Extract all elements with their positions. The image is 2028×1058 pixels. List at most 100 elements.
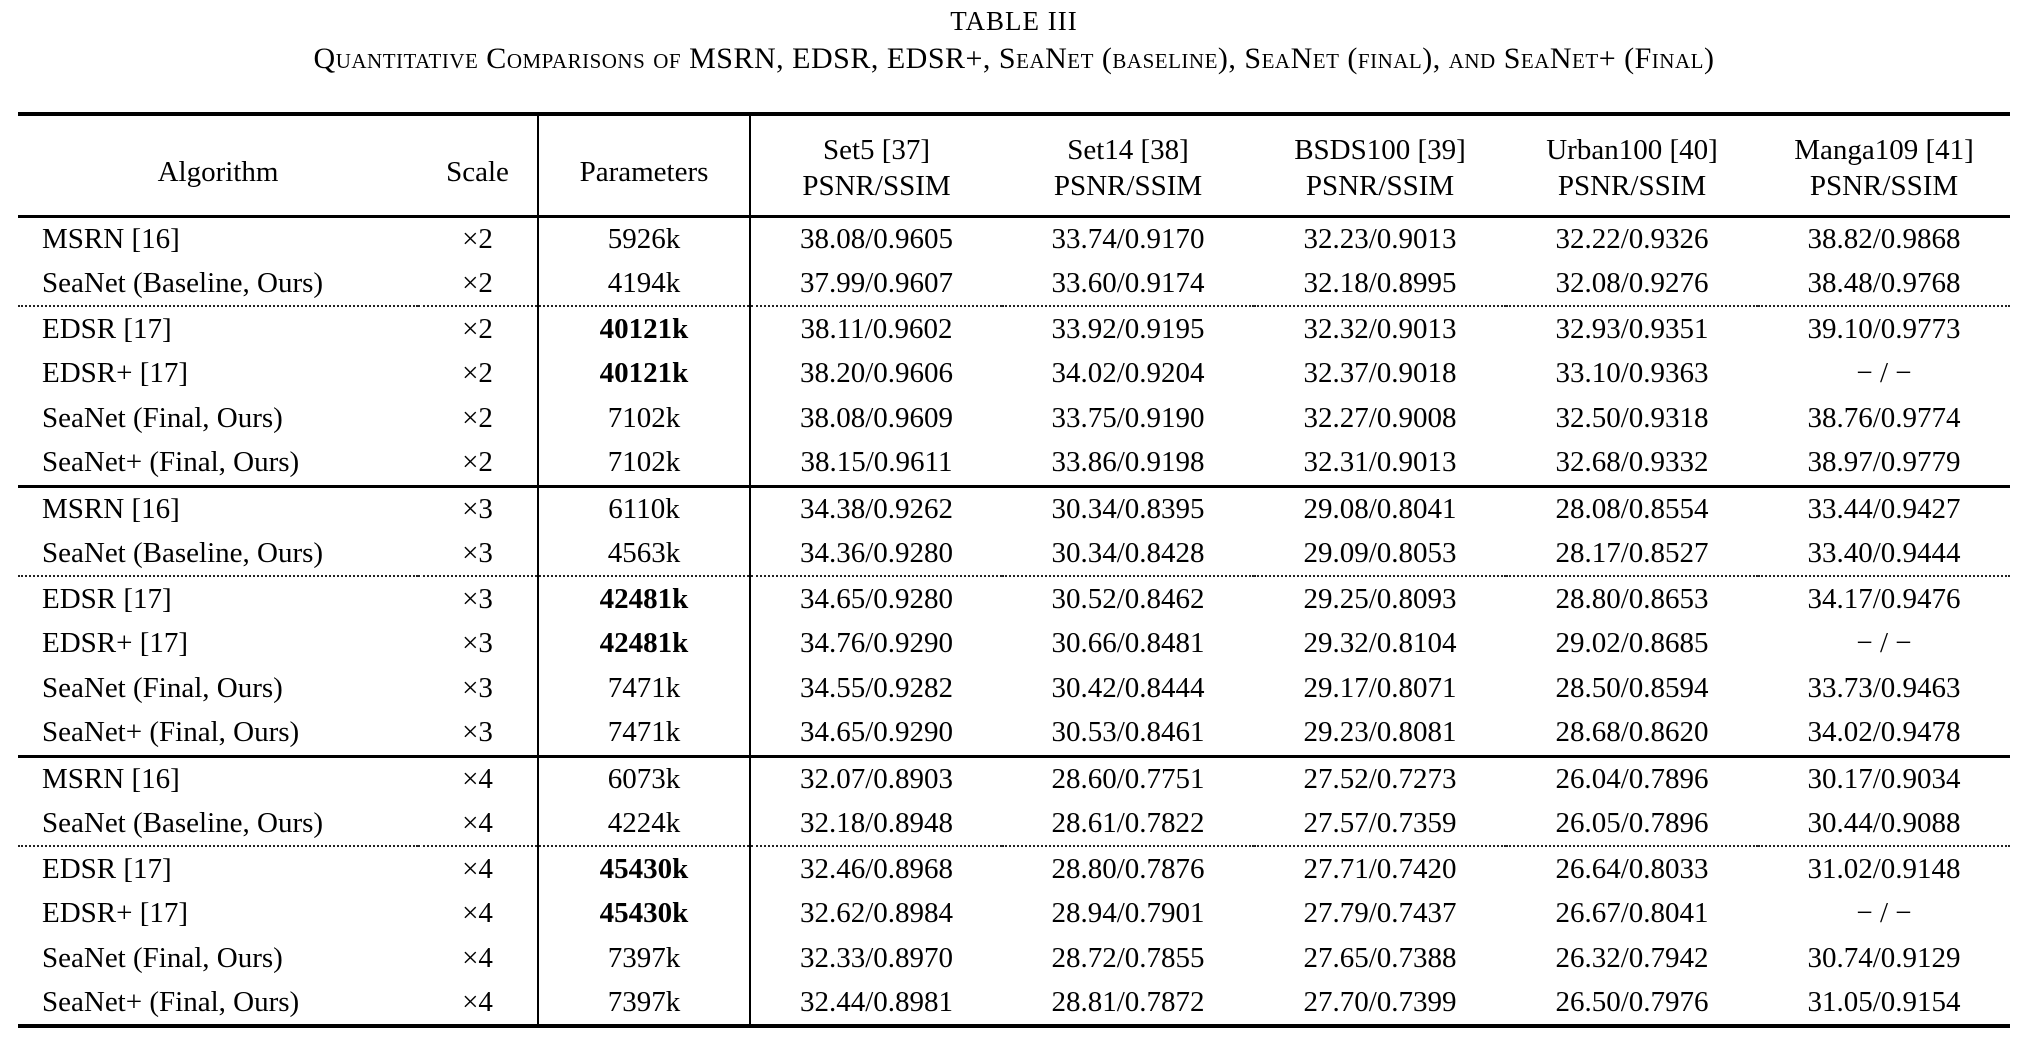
metric-cell: 34.65/0.9280 bbox=[749, 575, 1002, 621]
metric-cell: 26.04/0.7896 bbox=[1506, 754, 1758, 801]
metric-cell: 32.23/0.9013 bbox=[1254, 214, 1506, 261]
metric-cell: 38.08/0.9609 bbox=[749, 396, 1002, 441]
algorithm-cell: EDSR+ [17] bbox=[42, 897, 189, 929]
metric-cell: 31.05/0.9154 bbox=[1807, 986, 1961, 1018]
metric-cell: 34.17/0.9476 bbox=[1758, 575, 2010, 621]
column-header-scale: Scale bbox=[446, 155, 509, 188]
metric-cell: 26.64/0.8033 bbox=[1506, 845, 1758, 891]
scale-cell: ×2 bbox=[462, 357, 493, 389]
column-header-urban100: Urban100 [40] bbox=[1546, 133, 1718, 166]
metric-cell: 27.57/0.7359 bbox=[1303, 806, 1457, 839]
metric-cell: 34.65/0.9290 bbox=[749, 711, 1002, 756]
algorithm-cell: SeaNet+ (Final, Ours) bbox=[42, 446, 300, 479]
metric-cell: 30.17/0.9034 bbox=[1758, 754, 2010, 801]
parameters-cell: 7102k bbox=[537, 396, 750, 441]
algorithm-cell: EDSR [17] bbox=[18, 305, 418, 351]
metric-cell: − / − bbox=[1856, 627, 1912, 659]
metric-cell: 34.76/0.9290 bbox=[749, 621, 1002, 666]
table-number: TABLE III bbox=[950, 6, 1078, 36]
table-row: EDSR [17] ×3 42481k 34.65/0.9280 30.52/0.846… bbox=[18, 575, 2010, 621]
algorithm-cell: EDSR+ [17] bbox=[42, 627, 189, 659]
metric-cell: 29.32/0.8104 bbox=[1303, 627, 1457, 659]
metric-cell: 29.17/0.8071 bbox=[1303, 672, 1457, 704]
metric-cell: 38.11/0.9602 bbox=[749, 305, 1002, 351]
table-row: MSRN [16] ×4 6073k 32.07/0.8903 28.60/0.7751… bbox=[18, 754, 2010, 801]
metric-cell: 29.25/0.8093 bbox=[1254, 575, 1506, 621]
table-row: SeaNet (Final, Ours) ×4 7397k 32.33/0.8970 2… bbox=[18, 936, 2010, 981]
parameters-cell: 6110k bbox=[537, 484, 750, 531]
table-header: Algorithm Scale Parameters Set5 [37] Set… bbox=[18, 114, 2010, 216]
metric-cell: 28.60/0.7751 bbox=[1002, 754, 1254, 801]
scale-cell: ×2 bbox=[418, 305, 538, 351]
table-row: MSRN [16] ×3 6110k 34.38/0.9262 30.34/0.8395… bbox=[18, 484, 2010, 531]
parameters-cell: 7397k bbox=[537, 936, 750, 981]
algorithm-cell: SeaNet (Final, Ours) bbox=[42, 942, 283, 974]
metric-cell: 30.34/0.8428 bbox=[1051, 536, 1205, 569]
algorithm-cell: EDSR+ [17] bbox=[42, 357, 189, 389]
algorithm-cell: MSRN [16] bbox=[18, 754, 418, 801]
algorithm-cell: SeaNet (Baseline, Ours) bbox=[42, 266, 324, 299]
metric-cell: 33.73/0.9463 bbox=[1807, 672, 1961, 704]
parameters-cell: 4224k bbox=[537, 801, 750, 846]
scale-cell: ×3 bbox=[462, 627, 493, 659]
metric-cell: 28.72/0.7855 bbox=[1051, 942, 1205, 974]
parameters-cell: 45430k bbox=[537, 845, 750, 891]
scale-cell: ×4 bbox=[418, 845, 538, 891]
metric-cell: 32.93/0.9351 bbox=[1506, 305, 1758, 351]
metric-cell: 33.86/0.9198 bbox=[1051, 446, 1205, 479]
algorithm-cell: EDSR [17] bbox=[18, 845, 418, 891]
table-row: SeaNet+ (Final, Ours) ×4 7397k 32.44/0.8981… bbox=[18, 981, 2010, 1026]
metric-cell: 38.76/0.9774 bbox=[1807, 402, 1961, 434]
scale-cell: ×4 bbox=[462, 897, 493, 929]
metric-header-manga109: PSNR/SSIM bbox=[1809, 170, 1959, 202]
algorithm-cell: SeaNet (Baseline, Ours) bbox=[42, 806, 324, 839]
scale-cell: ×3 bbox=[418, 484, 538, 531]
table-row: EDSR+ [17] ×4 45430k 32.62/0.8984 28.94/0.79… bbox=[18, 891, 2010, 936]
metric-cell: 33.44/0.9427 bbox=[1758, 484, 2010, 531]
comparison-table: Algorithm Scale Parameters Set5 [37] Set… bbox=[18, 112, 2010, 1028]
algorithm-cell: MSRN [16] bbox=[18, 484, 418, 531]
metric-cell: 29.02/0.8685 bbox=[1555, 627, 1709, 659]
parameters-cell: 5926k bbox=[537, 214, 750, 261]
parameters-cell: 7471k bbox=[537, 666, 750, 711]
scale-cell: ×3 bbox=[462, 716, 493, 749]
algorithm-cell: EDSR [17] bbox=[18, 575, 418, 621]
metric-header-set5: PSNR/SSIM bbox=[749, 170, 1002, 216]
metric-cell: 30.52/0.8462 bbox=[1002, 575, 1254, 621]
parameters-cell: 40121k bbox=[537, 305, 750, 351]
metric-cell: 31.02/0.9148 bbox=[1758, 845, 2010, 891]
table-row: SeaNet (Baseline, Ours) ×3 4563k 34.36/0.92… bbox=[18, 531, 2010, 576]
metric-cell: 29.08/0.8041 bbox=[1254, 484, 1506, 531]
scale-cell: ×4 bbox=[462, 942, 493, 974]
algorithm-cell: SeaNet (Final, Ours) bbox=[42, 672, 283, 704]
table-body: MSRN [16] ×2 5926k 38.08/0.9605 33.74/0.9170… bbox=[18, 214, 2010, 1026]
metric-cell: 38.82/0.9868 bbox=[1758, 214, 2010, 261]
table-row: SeaNet+ (Final, Ours) ×2 7102k 38.15/0.9611… bbox=[18, 441, 2010, 486]
column-header-bsds100: BSDS100 [39] bbox=[1294, 133, 1466, 166]
table-row: SeaNet (Final, Ours) ×2 7102k 38.08/0.9609 3… bbox=[18, 396, 2010, 441]
metric-cell: 32.33/0.8970 bbox=[749, 936, 1002, 981]
metric-cell: 32.44/0.8981 bbox=[749, 981, 1002, 1026]
metric-cell: 28.08/0.8554 bbox=[1506, 484, 1758, 531]
metric-cell: 28.68/0.8620 bbox=[1555, 716, 1709, 749]
metric-cell: 28.94/0.7901 bbox=[1051, 897, 1205, 929]
metric-header-urban100: PSNR/SSIM bbox=[1557, 170, 1707, 202]
table-row: EDSR [17] ×2 40121k 38.11/0.9602 33.92/0.919… bbox=[18, 305, 2010, 351]
metric-cell: 38.08/0.9605 bbox=[749, 214, 1002, 261]
algorithm-cell: MSRN [16] bbox=[18, 214, 418, 261]
metric-cell: 34.02/0.9478 bbox=[1807, 716, 1961, 749]
metric-cell: 32.08/0.9276 bbox=[1555, 266, 1709, 299]
metric-cell: 26.32/0.7942 bbox=[1555, 942, 1709, 974]
metric-cell: 34.38/0.9262 bbox=[749, 484, 1002, 531]
parameters-cell: 7471k bbox=[537, 711, 750, 756]
table-caption: Quantitative Comparisons of MSRN, EDSR, … bbox=[313, 42, 1715, 75]
table-row: SeaNet (Final, Ours) ×3 7471k 34.55/0.9282 3… bbox=[18, 666, 2010, 711]
parameters-cell: 42481k bbox=[537, 575, 750, 621]
column-header-set5: Set5 [37] bbox=[749, 114, 1002, 170]
metric-cell: 30.66/0.8481 bbox=[1051, 627, 1205, 659]
parameters-cell: 6073k bbox=[537, 754, 750, 801]
metric-cell: 30.53/0.8461 bbox=[1051, 716, 1205, 749]
algorithm-cell: SeaNet (Baseline, Ours) bbox=[42, 536, 324, 569]
metric-cell: 32.37/0.9018 bbox=[1303, 357, 1457, 389]
scale-cell: ×3 bbox=[462, 672, 493, 704]
